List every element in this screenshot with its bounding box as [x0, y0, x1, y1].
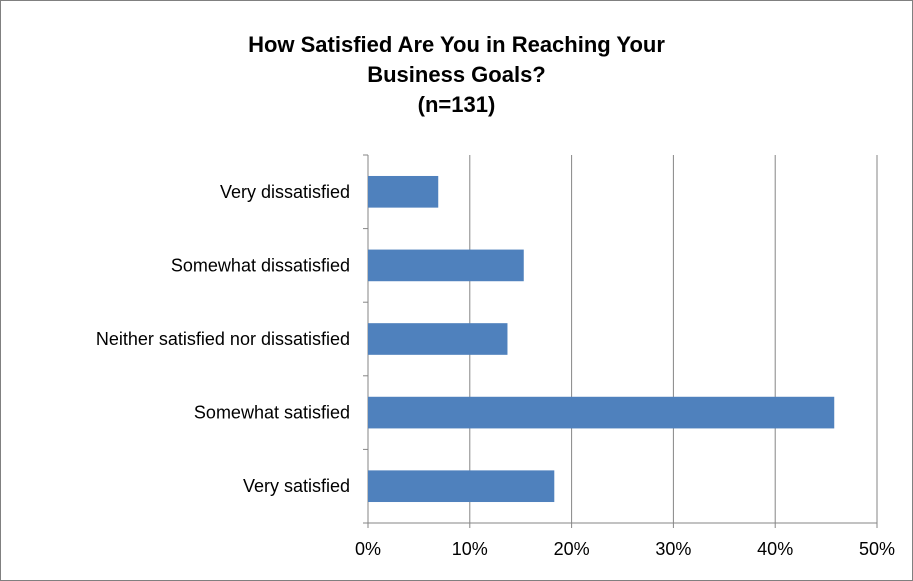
bar — [368, 396, 835, 429]
chart-title-line-2: Business Goals? — [367, 62, 546, 87]
category-label: Somewhat dissatisfied — [171, 255, 350, 275]
category-label: Very satisfied — [243, 476, 350, 496]
x-tick-label: 10% — [452, 539, 488, 559]
x-tick-label: 30% — [655, 539, 691, 559]
category-label: Very dissatisfied — [220, 182, 350, 202]
chart-title-line-1: How Satisfied Are You in Reaching Your — [248, 32, 665, 57]
bar — [368, 323, 508, 355]
bar — [368, 249, 524, 282]
x-tick-label: 20% — [554, 539, 590, 559]
bar — [368, 470, 555, 503]
chart-title-line-3: (n=131) — [417, 92, 496, 117]
category-label: Neither satisfied nor dissatisfied — [96, 329, 350, 349]
x-tick-label: 50% — [859, 539, 895, 559]
category-label: Somewhat satisfied — [194, 403, 350, 423]
chart-title: How Satisfied Are You in Reaching Your B… — [0, 30, 913, 120]
bar — [368, 175, 439, 208]
x-tick-label: 0% — [355, 539, 381, 559]
x-tick-label: 40% — [757, 539, 793, 559]
